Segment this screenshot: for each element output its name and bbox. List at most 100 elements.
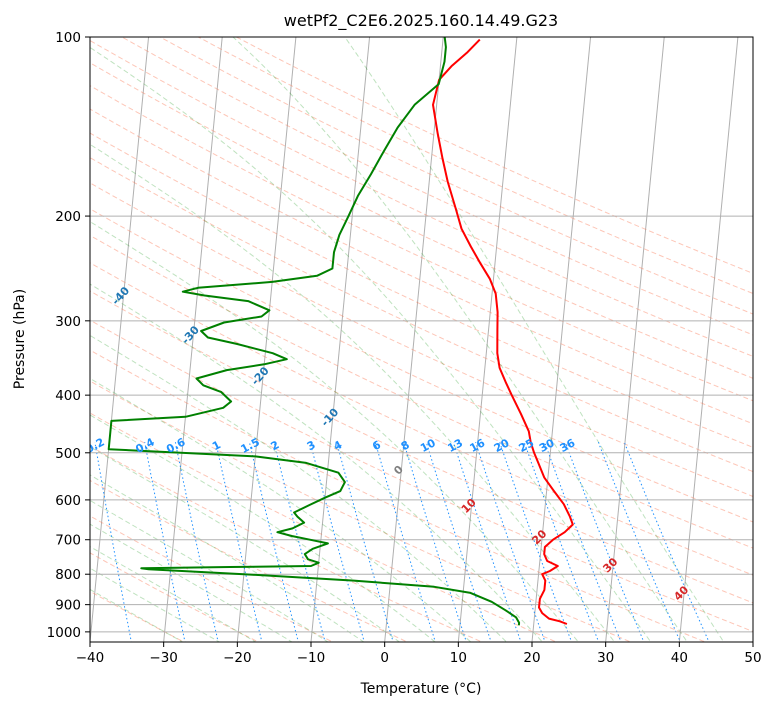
dry-adiabat [90, 412, 558, 642]
isotherm [605, 37, 665, 642]
isotherm [384, 37, 444, 642]
x-tick-label: −30 [149, 650, 178, 666]
x-tick-label: 20 [523, 650, 540, 666]
mixing-ratio-label: 16 [468, 436, 488, 455]
moist-adiabat [90, 143, 616, 642]
dry-adiabat [90, 132, 753, 448]
y-tick-label: 400 [55, 388, 81, 404]
dry-adiabat-label: -40 [109, 284, 132, 308]
moist-adiabat [90, 377, 472, 642]
moist-adiabat-label: 30 [600, 555, 620, 575]
moist-adiabat-label: 10 [459, 496, 479, 516]
dry-adiabat [90, 552, 260, 642]
x-axis: −40 −30 −20 −10 0 10 20 30 40 50 [76, 642, 762, 666]
dry-adiabat-label: -50 [39, 243, 62, 267]
isotherm [457, 37, 518, 642]
x-axis-label: Temperature (°C) [360, 681, 482, 697]
mixing-ratio-line [248, 442, 299, 642]
mixing-ratio-line [174, 442, 219, 642]
isotherm [678, 37, 739, 642]
moist-adiabat [90, 474, 365, 642]
mixing-ratio-label: 13 [445, 436, 465, 455]
mixing-ratio-line [94, 442, 132, 642]
y-tick-label: 500 [55, 446, 81, 462]
isotherm [752, 636, 753, 642]
dry-adiabat [197, 37, 753, 295]
mixing-ratio-label: 3 [305, 438, 318, 453]
moist-adiabat [344, 37, 725, 642]
dry-adiabat [90, 85, 753, 402]
mixing-ratio-line [403, 442, 467, 642]
moist-adiabat [90, 414, 437, 642]
mixing-ratio-label: 10 [418, 436, 438, 455]
moist-adiabat [90, 499, 329, 642]
dry-adiabat [90, 290, 753, 604]
dry-adiabat-label: -10 [318, 405, 341, 429]
mixing-ratio-label: 1 [210, 438, 223, 453]
y-axis-label: Pressure (hPa) [12, 289, 28, 389]
sounding-profiles [107, 37, 574, 626]
isotherm [163, 37, 223, 642]
dry-adiabat [120, 37, 753, 336]
x-tick-label: 10 [450, 650, 467, 666]
mixing-ratio-label: 20 [492, 436, 512, 455]
dry-adiabat [90, 108, 753, 425]
isotherm [531, 37, 592, 642]
mixing-ratio-line [523, 442, 600, 642]
y-tick-label: 100 [55, 30, 81, 46]
y-tick-label: 800 [55, 567, 81, 583]
y-tick-label: 900 [55, 598, 81, 614]
mixing-ratio-label: 4 [331, 438, 344, 453]
pressure-grid [90, 37, 753, 633]
dry-adiabat [90, 319, 753, 633]
dewpoint-profile [107, 37, 521, 626]
y-tick-label: 700 [55, 533, 81, 549]
dry-adiabat-label: -30 [179, 323, 202, 347]
dry-adiabat-label: -20 [249, 364, 272, 388]
dry-adiabat [90, 380, 633, 642]
dry-adiabat [235, 37, 753, 274]
chart-title: wetPf2_C2E6.2025.160.14.49.G23 [284, 11, 558, 31]
temperature-profile [432, 38, 574, 625]
dry-adiabat [90, 479, 409, 642]
x-tick-label: 0 [380, 650, 389, 666]
adiabat-labels: 0.10.20.40.611.52346810131620253036-100-… [39, 243, 692, 603]
mixing-ratio-line [544, 442, 622, 642]
y-tick-label: 600 [55, 493, 81, 509]
y-tick-label: 200 [55, 209, 81, 225]
mixing-ratio-label: 25 [517, 436, 537, 455]
x-tick-label: 30 [597, 650, 614, 666]
mixing-ratio-line [623, 442, 710, 642]
y-tick-label: 1000 [47, 625, 81, 641]
mixing-ratio-line [144, 442, 186, 642]
background-lines [0, 10, 753, 657]
mixing-ratio-label: 6 [370, 438, 383, 453]
dry-adiabat [90, 590, 185, 642]
mixing-ratio-line [499, 442, 573, 642]
mixing-ratio-line [273, 442, 326, 642]
mixing-ratio-label: 30 [537, 436, 557, 455]
moist-adiabat [90, 588, 184, 642]
mixing-ratio-line [215, 442, 263, 642]
y-axis: 1000 900 800 700 600 500 400 300 200 100 [47, 30, 90, 641]
dry-adiabat [90, 39, 753, 357]
mixing-ratio-label: 36 [558, 436, 578, 455]
moist-adiabat [90, 446, 401, 642]
isotherm [90, 37, 150, 642]
mixing-ratio-line [374, 442, 436, 642]
mixing-ratio-line [564, 442, 645, 642]
y-tick-label: 300 [55, 314, 81, 330]
x-tick-label: −40 [76, 650, 105, 666]
isotherm [310, 37, 371, 642]
dry-adiabat [90, 262, 753, 576]
moist-adiabat [90, 567, 221, 642]
x-tick-label: 50 [744, 650, 761, 666]
dry-adiabat [90, 234, 753, 549]
moist-adiabat-label: 0 [391, 463, 406, 478]
mixing-ratio-line [453, 442, 522, 642]
dry-adiabat [90, 157, 753, 473]
x-tick-label: −10 [297, 650, 326, 666]
moist-adiabat [90, 283, 544, 642]
plot-frame [89, 36, 754, 643]
isotherm [0, 10, 4, 657]
